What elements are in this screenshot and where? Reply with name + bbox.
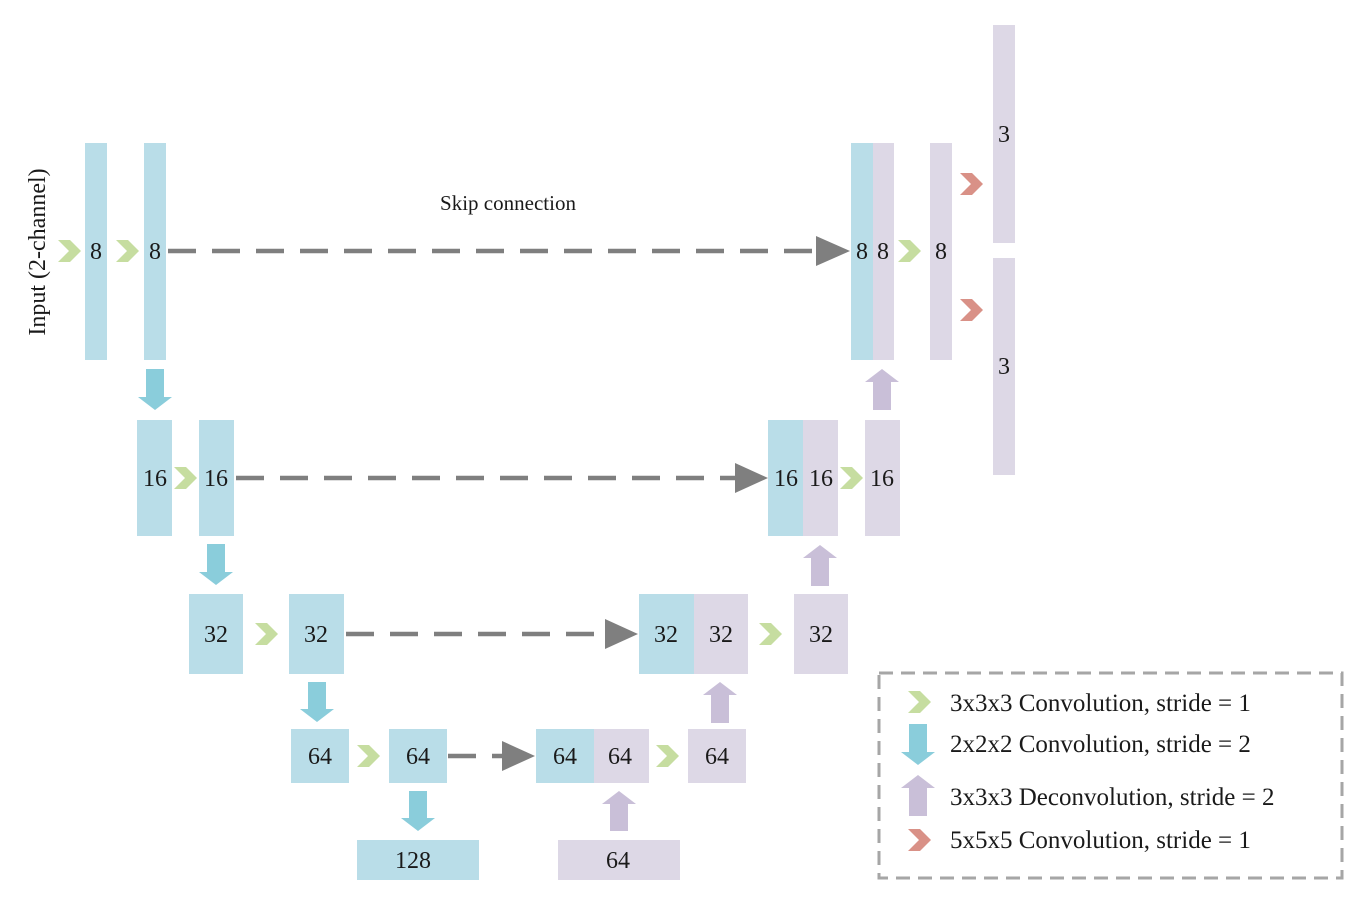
input-label: Input (2-channel): [25, 168, 51, 335]
block-label-e3b: 32: [304, 622, 328, 648]
level-1: 8 8 8 8 8 3 3: [85, 25, 1015, 475]
chevron-right-icon: [116, 240, 139, 262]
encoder-block-e3a: [189, 594, 243, 674]
arrow-up-icon: [803, 545, 837, 586]
legend-box: [877, 671, 1344, 880]
chevron-right-icon: [960, 299, 983, 321]
block-label-d4c: 64: [705, 744, 729, 770]
encoder-block-e1a: [85, 143, 107, 360]
decoder-block-d1c: [930, 143, 952, 360]
encoder-block-e4b: [389, 729, 447, 783]
block-label-bottom-dec: 64: [606, 848, 630, 874]
decoder-block-d3c: [794, 594, 848, 674]
arrow-down-icon: [138, 369, 172, 410]
block-label-d3a: 32: [654, 622, 678, 648]
block-label-e2b: 16: [204, 466, 228, 492]
bottleneck-decoder-block: [558, 840, 680, 880]
arrow-down-icon: [401, 791, 435, 831]
block-label-e1a: 8: [90, 239, 102, 265]
legend-label-down: 2x2x2 Convolution, stride = 2: [950, 731, 1251, 758]
block-label-d1b: 8: [877, 239, 889, 265]
block-label-d1c: 8: [935, 239, 947, 265]
decoder-block-d2c: [865, 420, 900, 536]
arrow-down-icon: [199, 544, 233, 585]
decoder-concat-enc-d4a: [536, 729, 594, 783]
skip-arrowhead-level-3: [605, 619, 638, 649]
legend-label-conv5: 5x5x5 Convolution, stride = 1: [950, 827, 1251, 854]
decoder-concat-dec-d3b: [694, 594, 748, 674]
skip-arrowhead-level-4: [502, 741, 535, 771]
decoder-concat-dec-d4b: [594, 729, 649, 783]
deconv-arrows: [602, 369, 899, 831]
output-block-2: [993, 258, 1015, 475]
chevron-right-icon: [58, 240, 81, 262]
level-2: 16 16 16 16 16: [137, 420, 900, 536]
decoder-concat-enc-d1a: [851, 143, 873, 360]
encoder-block-e3b: [289, 594, 344, 674]
chevron-right-icon: [840, 467, 863, 489]
decoder-concat-enc-d2a: [768, 420, 803, 536]
arrow-up-icon: [703, 682, 737, 723]
encoder-block-e4a: [291, 729, 349, 783]
block-label-out1: 3: [998, 122, 1010, 148]
skip-arrowhead-level-2: [735, 463, 768, 493]
conv5-chevrons: [960, 173, 983, 321]
block-label-d2a: 16: [774, 466, 798, 492]
block-label-e2a: 16: [143, 466, 167, 492]
block-label-d3c: 32: [809, 622, 833, 648]
chevron-right-icon: [357, 745, 380, 767]
decoder-concat-dec-d1b: [873, 143, 894, 360]
bottleneck: 128 64: [357, 840, 680, 880]
legend-chevron-right-icon: [908, 829, 931, 851]
block-label-bottom-enc: 128: [395, 848, 431, 874]
skip-arrowhead-level-1: [816, 236, 850, 266]
skip-connections: [168, 236, 850, 771]
block-label-e4a: 64: [308, 744, 332, 770]
chevron-right-icon: [898, 240, 921, 262]
legend-arrow-down-icon: [901, 724, 935, 765]
block-label-d2c: 16: [870, 466, 894, 492]
chevron-right-icon: [255, 623, 278, 645]
encoder-block-e2b: [199, 420, 234, 536]
block-label-d4b: 64: [608, 744, 632, 770]
chevron-right-icon: [656, 745, 679, 767]
legend: 3x3x3 Convolution, stride = 1 2x2x2 Conv…: [877, 671, 1344, 880]
decoder-concat-dec-d2b: [803, 420, 838, 536]
output-block-1: [993, 25, 1015, 243]
block-label-d4a: 64: [553, 744, 577, 770]
legend-label-deconv: 3x3x3 Deconvolution, stride = 2: [950, 784, 1274, 811]
decoder-concat-enc-d3a: [639, 594, 694, 674]
block-label-d1a: 8: [856, 239, 868, 265]
block-label-out2: 3: [998, 354, 1010, 380]
downsample-arrows: [138, 369, 435, 831]
block-label-e4b: 64: [406, 744, 430, 770]
block-label-d3b: 32: [709, 622, 733, 648]
chevron-right-icon: [174, 467, 197, 489]
encoder-block-e2a: [137, 420, 172, 536]
block-label-e3a: 32: [204, 622, 228, 648]
arrow-up-icon: [865, 369, 899, 410]
decoder-block-d4c: [688, 729, 746, 783]
block-label-e1b: 8: [149, 239, 161, 265]
conv3-chevrons: [58, 240, 921, 767]
skip-connection-label: Skip connection: [440, 191, 576, 215]
legend-chevron-right-icon: [908, 691, 931, 713]
arrow-down-icon: [300, 682, 334, 722]
level-4: 64 64 64 64 64: [291, 729, 746, 783]
bottleneck-encoder-block: [357, 840, 479, 880]
block-label-d2b: 16: [809, 466, 833, 492]
chevron-right-icon: [759, 623, 782, 645]
encoder-block-e1b: [144, 143, 166, 360]
level-3: 32 32 32 32 32: [189, 594, 848, 674]
legend-arrow-up-icon: [901, 775, 935, 816]
legend-label-conv3: 3x3x3 Convolution, stride = 1: [950, 690, 1251, 717]
chevron-right-icon: [960, 173, 983, 195]
arrow-up-icon: [602, 791, 636, 831]
